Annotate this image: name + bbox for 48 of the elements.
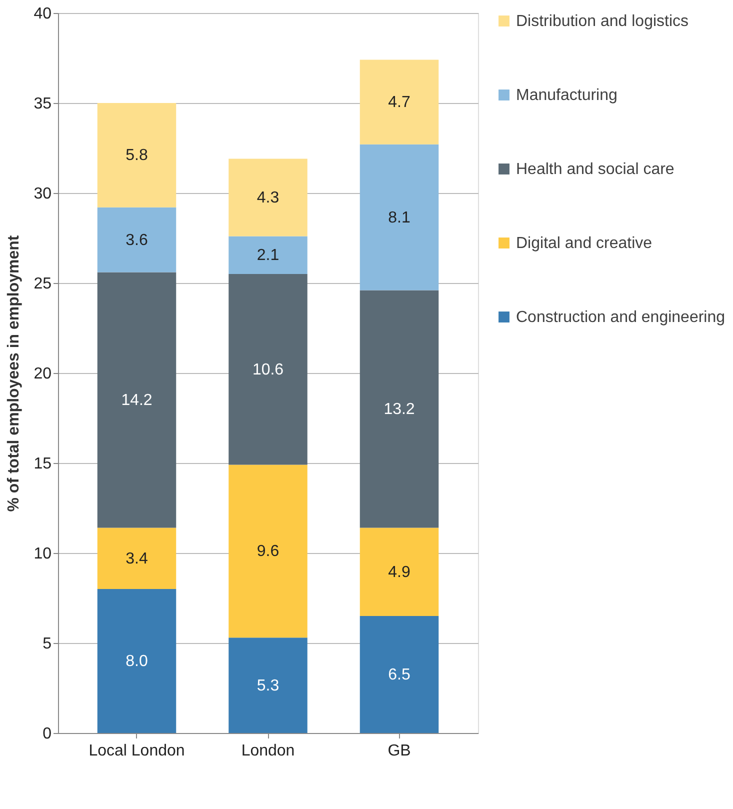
bar bbox=[360, 144, 439, 290]
legend-label: Digital and creative bbox=[516, 235, 652, 252]
y-tick-label: 15 bbox=[34, 456, 52, 472]
bar bbox=[360, 290, 439, 528]
bar bbox=[228, 638, 308, 733]
bar bbox=[360, 60, 439, 144]
data-label: 6.5 bbox=[388, 666, 410, 684]
data-label: 3.4 bbox=[126, 550, 148, 568]
bar bbox=[97, 207, 176, 272]
data-label: 5.3 bbox=[256, 677, 280, 694]
y-tick-label: 30 bbox=[34, 186, 52, 202]
y-axis-title: % of total employees in employment bbox=[6, 234, 23, 512]
x-tick-label: London bbox=[241, 742, 295, 760]
data-label: 4.9 bbox=[388, 564, 410, 581]
y-tick-label: 10 bbox=[34, 546, 52, 562]
bar bbox=[360, 528, 439, 616]
legend-label: Health and social care bbox=[516, 161, 674, 178]
bar bbox=[228, 464, 308, 638]
data-label: 8.1 bbox=[388, 209, 410, 226]
legend-label: Construction and engineering bbox=[516, 309, 726, 326]
bar bbox=[97, 272, 176, 528]
bar bbox=[228, 158, 308, 236]
bar bbox=[228, 274, 308, 465]
x-tick-label: GB bbox=[388, 742, 411, 760]
bar bbox=[97, 103, 176, 208]
data-label: 4.3 bbox=[256, 190, 280, 206]
data-label: 14.2 bbox=[121, 392, 152, 409]
y-tick-label: 40 bbox=[34, 6, 52, 22]
data-label: 5.8 bbox=[126, 147, 148, 164]
bar bbox=[228, 236, 308, 274]
bar bbox=[97, 589, 176, 733]
data-label: 8.0 bbox=[126, 653, 148, 670]
y-tick-label: 5 bbox=[42, 636, 52, 652]
bar bbox=[97, 528, 176, 589]
y-tick-label: 25 bbox=[34, 276, 52, 292]
data-label: 4.7 bbox=[388, 94, 410, 112]
y-tick-label: 35 bbox=[34, 96, 52, 112]
legend-label: Distribution and logistics bbox=[516, 13, 689, 30]
data-label: 10.6 bbox=[252, 361, 284, 378]
data-label: 13.2 bbox=[384, 401, 415, 418]
data-label: 9.6 bbox=[256, 543, 280, 560]
legend-label: Manufacturing bbox=[516, 87, 618, 104]
y-tick-label: 20 bbox=[34, 366, 52, 382]
x-tick-label: Local London bbox=[88, 742, 185, 760]
data-label: 3.6 bbox=[126, 232, 148, 249]
bar bbox=[360, 616, 439, 733]
y-tick-label: 0 bbox=[42, 726, 52, 742]
data-label: 2.1 bbox=[256, 247, 280, 264]
